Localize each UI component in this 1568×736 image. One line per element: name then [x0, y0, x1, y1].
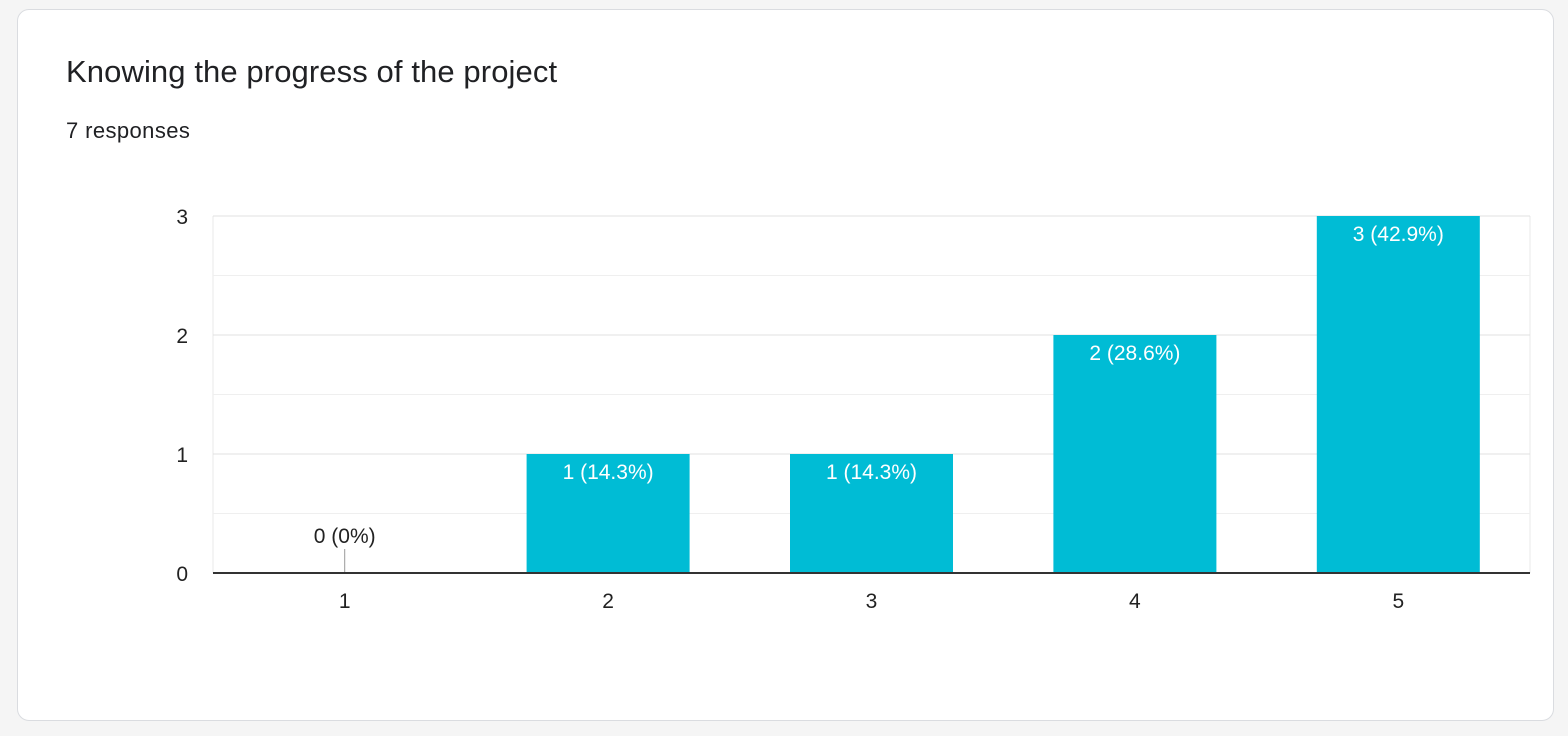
- bar-data-label: 0 (0%): [314, 525, 376, 548]
- bar-data-label: 3 (42.9%): [1353, 223, 1444, 246]
- y-tick-label: 0: [176, 563, 188, 586]
- y-tick-label: 2: [176, 325, 188, 348]
- x-tick-label: 2: [602, 590, 614, 613]
- x-tick-label: 1: [339, 590, 351, 613]
- y-tick-label: 1: [176, 444, 188, 467]
- y-tick-label: 3: [176, 206, 188, 229]
- bar-data-label: 2 (28.6%): [1089, 342, 1180, 365]
- x-tick-label: 5: [1392, 590, 1404, 613]
- bar-data-label: 1 (14.3%): [826, 461, 917, 484]
- bar[interactable]: [790, 454, 953, 573]
- bar-chart: 0 1 2 3 0 (0%) 1 1 (14.3%) 2 1 (14.3%) 3 2 (28.6%)…: [176, 206, 1531, 613]
- x-tick-label: 4: [1129, 590, 1141, 613]
- chart-card: Knowing the progress of the project 7 re…: [17, 9, 1554, 721]
- bar[interactable]: [1316, 216, 1480, 573]
- bar-data-label: 1 (14.3%): [563, 461, 654, 484]
- response-count: 7 responses: [66, 118, 191, 143]
- question-title: Knowing the progress of the project: [66, 54, 558, 89]
- bar[interactable]: [526, 454, 690, 573]
- x-tick-label: 3: [866, 590, 878, 613]
- bar[interactable]: [1053, 335, 1217, 573]
